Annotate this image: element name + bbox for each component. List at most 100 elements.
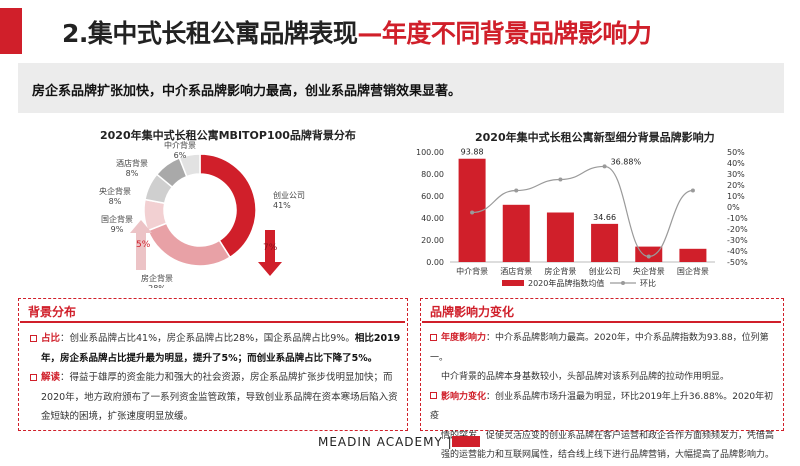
bar <box>546 212 574 262</box>
y2-axis-tick: 0% <box>727 203 740 212</box>
y2-axis-tick: -10% <box>727 214 748 223</box>
y-axis-tick: 0.00 <box>426 258 444 267</box>
bar <box>635 246 663 262</box>
summary-banner <box>18 63 784 113</box>
pie-chart-title: 2020年集中式长租公寓MBITOP100品牌背景分布 <box>100 129 356 142</box>
influence-change-line-1: ：创业系品牌市场升温最为明显，环比2019年上升36.88%。2020年初疫 <box>430 391 774 422</box>
share-paragraph: 占比：创业系品牌占比41%，房企系品牌占比28%，国企系品牌占比9%。相比201… <box>30 329 402 349</box>
y-axis-tick: 60.00 <box>421 192 444 201</box>
pie-slice-value: 9% <box>111 225 124 234</box>
legend-bar-label: 2020年品牌指数均值 <box>528 278 604 288</box>
left-box-paragraphs: 占比：创业系品牌占比41%，房企系品牌占比28%，国企系品牌占比9%。相比201… <box>30 329 402 427</box>
y-axis-tick: 80.00 <box>421 170 444 179</box>
chart-legend: 2020年品牌指数均值 环比 <box>502 278 656 288</box>
pie-slice-label: 国企背景 <box>101 214 133 224</box>
line-point <box>514 188 519 193</box>
pie-slice-value: 8% <box>109 197 122 206</box>
y2-axis-tick: -40% <box>727 247 748 256</box>
bar <box>502 204 530 262</box>
line-point <box>690 188 695 193</box>
share-key: 占比 <box>41 333 61 344</box>
influence-change-paragraph: 影响力变化：创业系品牌市场升温最为明显，环比2019年上升36.88%。2020… <box>430 388 780 427</box>
pie-slices <box>143 153 257 267</box>
y2-axis-tick: 50% <box>727 148 745 157</box>
pie-slice-label: 中介背景 <box>164 140 196 150</box>
share-bold-2: 年，房企系品牌占比提升最为明显，提升了5%；而创业系品牌占比下降了5%。 <box>41 352 378 364</box>
chart-axes: 100.00 80.00 60.00 40.00 20.00 0.00 50% 40% 30% 2… <box>416 148 748 267</box>
legend-bar-swatch <box>502 280 524 286</box>
left-box-divider <box>20 321 405 323</box>
pie-slice-label: 创业公司 <box>273 190 305 200</box>
y2-axis-tick: -30% <box>727 236 748 245</box>
share-bold-1: 相比2019 <box>354 333 401 344</box>
bar-data-label: 34.66 <box>593 213 616 222</box>
pie-slice-label: 央企背景 <box>99 186 131 196</box>
right-box-divider <box>422 321 781 323</box>
pie-slice <box>178 153 201 178</box>
x-axis-labels: 中介背景 酒店背景 房企背景 创业公司 央企背景 国企背景 <box>456 266 709 276</box>
meadin-logo-icon <box>452 436 480 447</box>
y-axis-tick: 100.00 <box>416 148 444 157</box>
legend-line-label: 环比 <box>640 278 656 288</box>
pie-slice-value: 41% <box>273 201 291 210</box>
y2-axis-tick: 30% <box>727 170 745 179</box>
y-axis-tick: 40.00 <box>421 214 444 223</box>
y2-axis-tick: -50% <box>727 258 748 267</box>
y2-axis-tick: 10% <box>727 192 745 201</box>
bullet-icon <box>430 333 437 341</box>
interpretation-line-3: 金短缺的困境，扩张速度明显放缓。 <box>41 411 194 422</box>
bullet-icon <box>430 392 437 399</box>
x-tick-label: 创业公司 <box>589 266 621 276</box>
annual-influence-paragraph: 年度影响力：中介系品牌影响力最高。2020年，中介系品牌指数为93.88，位列第… <box>430 329 780 368</box>
increase-arrow-icon <box>130 220 152 270</box>
bar-series: 93.88 34.66 <box>458 148 707 262</box>
pie-slice-label: 房企背景 <box>141 273 173 283</box>
interpretation-key: 解读 <box>41 372 61 383</box>
bar-data-label: 93.88 <box>461 148 484 157</box>
line-point <box>470 210 475 215</box>
influence-change-line-2: 情的突发，促使灵活应变的创业系品牌在客户运营和政企合作方面频频发力，凭借高 <box>441 430 775 441</box>
x-tick-label: 国企背景 <box>677 266 709 276</box>
annual-influence-line-1: ：中介系品牌影响力最高。2020年，中介系品牌指数为93.88，位列第一。 <box>430 333 769 363</box>
legend-line-marker <box>621 281 625 285</box>
bar-line-chart: 100.00 80.00 60.00 40.00 20.00 0.00 50% 40% 30% 2… <box>416 148 748 288</box>
pie-slice-value: 6% <box>174 151 187 160</box>
title-accent-block <box>0 8 22 54</box>
increase-arrow-label: 5% <box>136 240 151 250</box>
x-tick-label: 中介背景 <box>456 266 488 276</box>
line-point <box>602 164 607 169</box>
footer-brand-text: MEADIN ACADEMY | <box>318 435 453 449</box>
line-data-label: 36.88% <box>611 157 642 166</box>
title-bar <box>0 0 800 62</box>
y2-axis-tick: 40% <box>727 159 745 168</box>
pie-slice-label: 酒店背景 <box>116 158 148 168</box>
influence-change-key: 影响力变化 <box>441 391 487 402</box>
influence-change-line-3: 强的运营能力和互联网属性，结合线上线下进行品牌营销，大幅提高了品牌影响力。 <box>441 450 775 460</box>
line-path <box>472 165 694 258</box>
line-point <box>558 177 563 182</box>
background-distribution-heading: 背景分布 <box>28 305 77 319</box>
page-title: 2.集中式长租公寓品牌表现—年度不同背景品牌影响力 <box>62 14 652 50</box>
page-title-prefix: 2.集中式长租公寓品牌表现 <box>62 19 358 48</box>
page-title-highlight: —年度不同背景品牌影响力 <box>357 19 652 48</box>
annual-influence-key: 年度影响力 <box>441 333 487 343</box>
x-tick-label: 房企背景 <box>544 266 576 276</box>
bar <box>591 223 619 262</box>
right-box-paragraphs: 年度影响力：中介系品牌影响力最高。2020年，中介系品牌指数为93.88，位列第… <box>430 329 780 466</box>
influence-change-box <box>420 298 784 431</box>
bar <box>679 248 707 262</box>
pie-slice-value: 8% <box>126 169 139 178</box>
decrease-arrow-label: 7% <box>263 243 278 253</box>
y2-axis-tick: -20% <box>727 225 748 234</box>
bullet-icon <box>30 373 37 381</box>
pie-slice <box>199 153 257 259</box>
interpretation-line-2: 2020年，地方政府颁布了一系列资金监管政策，导致创业系品牌在资本寒场后陷入资 <box>41 391 398 403</box>
bullet-icon <box>30 334 37 342</box>
bar-chart-title: 2020年集中式长租公寓新型细分背景品牌影响力 <box>475 131 715 144</box>
share-text: ：创业系品牌占比41%，房企系品牌占比28%，国企系品牌占比9%。 <box>60 333 355 344</box>
summary-text: 房企系品牌扩张加快，中介系品牌影响力最高，创业系品牌营销效果显著。 <box>32 84 462 99</box>
line-series: 36.88% <box>470 157 695 259</box>
pie-slice-value: 28% <box>148 284 166 288</box>
